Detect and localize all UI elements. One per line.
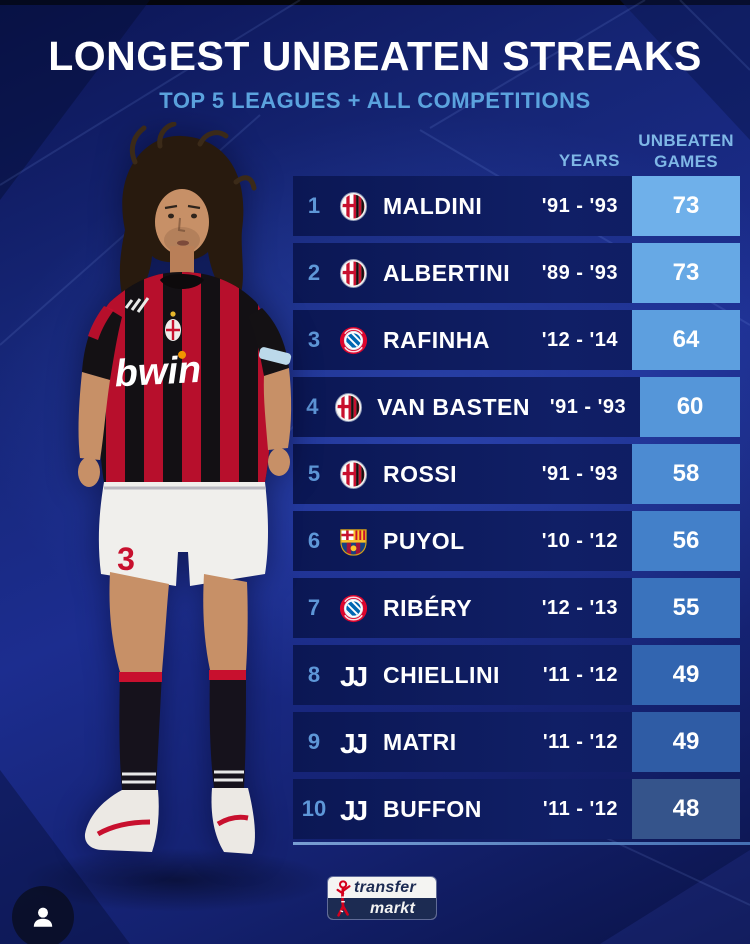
person-icon — [33, 907, 53, 927]
top-letterbox — [0, 0, 750, 5]
years-value: '11 - '12 — [542, 730, 618, 753]
years-value: '10 - '12 — [541, 529, 618, 552]
rank-label: 9 — [307, 729, 321, 754]
unbeaten-games-value: 64 — [632, 310, 740, 370]
shirt-number-text: 3 — [117, 541, 135, 577]
svg-text:J: J — [339, 661, 355, 691]
player-boot-right — [211, 788, 255, 854]
player-sock-right — [209, 670, 246, 788]
games-column-header: UNBEATEN GAMES — [632, 130, 740, 172]
transfermarkt-logo-line2: markt — [328, 898, 436, 919]
gold-star — [170, 311, 176, 317]
table-row: 7 RIBÉRY '12 - '13 55 — [293, 578, 740, 638]
table-row: 2 ALBERTINI '89 - '93 73 — [293, 243, 740, 303]
juventus-badge-icon: J J — [339, 795, 368, 825]
unbeaten-games-value: 48 — [632, 779, 740, 839]
table-row: 9 J J MATRI '11 - '12 49 — [293, 712, 740, 772]
bwin-dot — [178, 350, 187, 359]
rank-label: 5 — [307, 461, 321, 486]
player-photo: bwin 3 — [78, 122, 292, 854]
table-row: 6 PUYOL '10 - '12 56 — [293, 511, 740, 571]
rank-label: 2 — [307, 260, 321, 285]
years-value: '11 - '12 — [542, 663, 618, 686]
page-subtitle: TOP 5 LEAGUES + ALL COMPETITIONS — [159, 88, 591, 113]
player-name: MATRI — [383, 728, 457, 755]
svg-text:J: J — [352, 661, 368, 691]
barcelona-badge-icon — [339, 528, 367, 556]
tagged-people-button[interactable] — [12, 886, 74, 944]
unbeaten-games-value: 49 — [632, 712, 740, 772]
captain-armband — [258, 347, 292, 365]
table-row: 5 ROSSI '91 - '93 58 — [293, 444, 740, 504]
shirt-sponsor-text: bwin — [114, 349, 203, 395]
transfermarkt-figure-icon — [336, 880, 351, 917]
player-shadow — [20, 848, 330, 912]
transfermarkt-logo: transfer markt — [328, 877, 436, 919]
years-value: '89 - '93 — [541, 261, 618, 284]
years-value: '91 - '93 — [549, 395, 627, 418]
svg-text:J: J — [352, 795, 368, 825]
player-name: RIBÉRY — [383, 594, 473, 621]
bayern-munich-badge-icon — [339, 326, 367, 354]
svg-text:J: J — [339, 728, 355, 758]
adidas-logo — [124, 297, 150, 313]
rank-label: 6 — [307, 528, 321, 553]
player-name: BUFFON — [383, 795, 482, 822]
table-row: 3 RAFINHA '12 - '14 64 — [293, 310, 740, 370]
ac-milan-badge-icon — [339, 258, 367, 288]
unbeaten-games-value: 56 — [632, 511, 740, 571]
unbeaten-games-value: 60 — [640, 377, 740, 437]
player-boot-left — [84, 790, 159, 852]
player-name: ALBERTINI — [383, 259, 511, 286]
unbeaten-games-value: 49 — [632, 645, 740, 705]
rank-label: 3 — [307, 327, 321, 352]
svg-text:J: J — [352, 728, 368, 758]
juventus-badge-icon: J J — [339, 728, 368, 758]
ranking-table: 1 MALDINI '91 - '93 73 2 — [293, 176, 740, 846]
table-row: 1 MALDINI '91 - '93 73 — [293, 176, 740, 236]
table-bottom-divider — [293, 842, 750, 845]
page-title: LONGEST UNBEATEN STREAKS — [48, 33, 702, 79]
player-name: PUYOL — [383, 527, 465, 554]
transfermarkt-logo-line1: transfer — [354, 878, 416, 896]
player-name: CHIELLINI — [383, 661, 500, 688]
ac-milan-badge-icon — [334, 392, 363, 422]
bayern-munich-badge-icon — [339, 594, 367, 622]
player-shorts — [98, 482, 269, 586]
player-name: VAN BASTEN — [377, 393, 530, 420]
games-column-header-line2: GAMES — [654, 152, 718, 171]
unbeaten-games-value: 58 — [632, 444, 740, 504]
player-name: ROSSI — [383, 460, 458, 487]
svg-text:J: J — [339, 795, 355, 825]
player-face — [155, 189, 209, 255]
years-value: '12 - '14 — [541, 328, 618, 351]
player-sock-left — [119, 672, 162, 790]
table-row: 10 J J BUFFON '11 - '12 48 — [293, 779, 740, 839]
rank-label: 8 — [307, 662, 321, 687]
ac-milan-badge-icon — [339, 459, 367, 489]
games-column-header-line1: UNBEATEN — [638, 131, 734, 150]
unbeaten-games-value: 73 — [632, 243, 740, 303]
rank-label: 10 — [301, 796, 327, 821]
player-name: RAFINHA — [383, 326, 490, 353]
player-name: MALDINI — [383, 192, 483, 219]
ac-milan-badge-icon — [339, 191, 367, 221]
years-value: '91 - '93 — [541, 462, 618, 485]
years-value: '11 - '12 — [542, 797, 618, 820]
unbeaten-games-value: 55 — [632, 578, 740, 638]
years-value: '91 - '93 — [541, 194, 618, 217]
juventus-badge-icon: J J — [339, 661, 368, 691]
years-value: '12 - '13 — [541, 596, 618, 619]
rank-label: 7 — [307, 595, 321, 620]
rank-label: 4 — [306, 394, 319, 419]
table-row: 4 VAN BASTEN '91 - '93 60 — [293, 377, 740, 437]
table-row: 8 J J CHIELLINI '11 - '12 49 — [293, 645, 740, 705]
unbeaten-games-value: 73 — [632, 176, 740, 236]
rank-label: 1 — [307, 193, 321, 218]
years-column-header: YEARS — [558, 151, 620, 170]
